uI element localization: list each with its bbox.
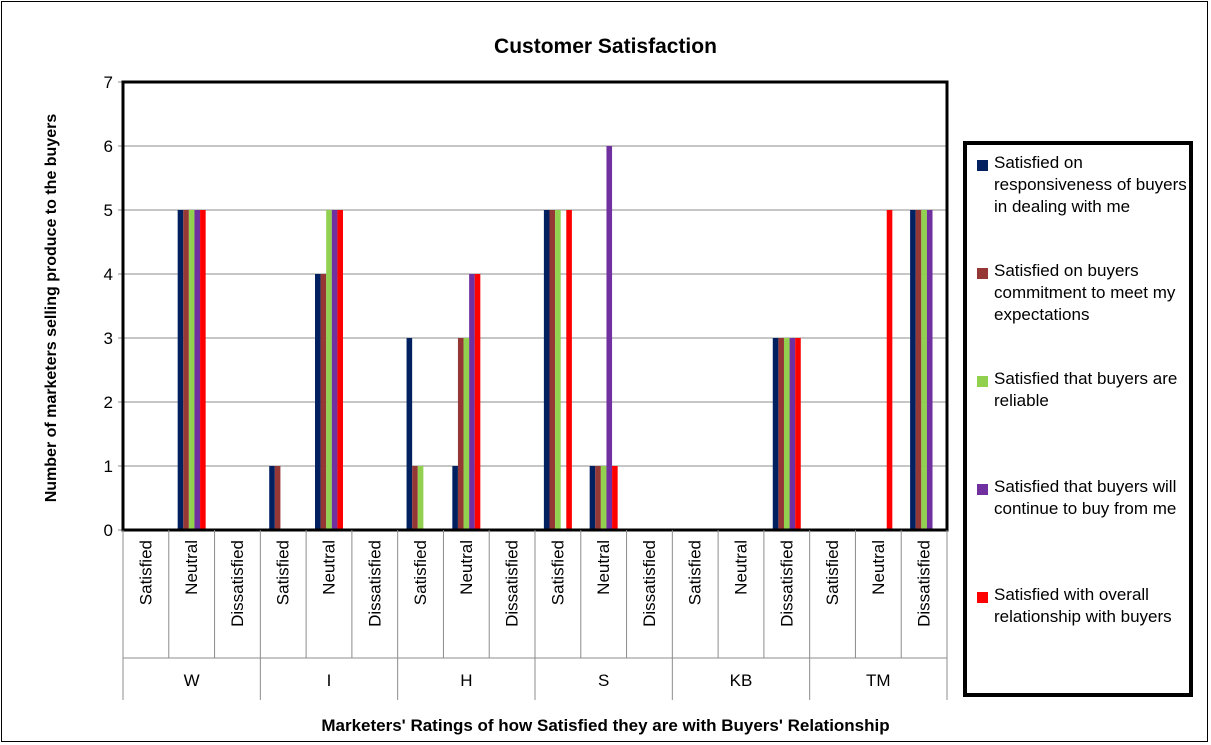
x-tick-label: Neutral xyxy=(320,540,339,595)
y-tick-label: 2 xyxy=(104,393,113,412)
legend-label: Satisfied with overall relationship with… xyxy=(994,585,1172,626)
bar xyxy=(194,210,201,530)
bar xyxy=(457,338,464,530)
x-tick-label: Satisfied xyxy=(274,540,293,605)
y-tick-label: 1 xyxy=(104,457,113,476)
bar xyxy=(921,210,927,530)
x-tick-label: Dissatisfied xyxy=(777,540,796,627)
bar xyxy=(331,210,338,530)
y-tick-label: 7 xyxy=(104,73,113,92)
x-tick-label: Dissatisfied xyxy=(503,540,522,627)
bar xyxy=(417,466,424,530)
y-tick-label: 4 xyxy=(104,265,113,284)
bar xyxy=(772,338,779,530)
bar xyxy=(412,466,418,530)
legend-label: Satisfied that buyers are reliable xyxy=(994,369,1178,410)
chart-legend: Satisfied on responsiveness of buyers in… xyxy=(963,141,1193,697)
bar xyxy=(886,210,893,530)
x-group-label: W xyxy=(184,671,200,690)
x-axis-title: Marketers' Ratings of how Satisfied they… xyxy=(321,716,890,735)
x-tick-label: Neutral xyxy=(732,540,751,595)
bar xyxy=(555,210,561,530)
bar xyxy=(469,274,475,530)
legend-swatch xyxy=(977,484,988,495)
x-group-label: I xyxy=(327,671,332,690)
bar xyxy=(200,210,206,530)
bar xyxy=(320,274,327,530)
x-tick-label: Neutral xyxy=(182,540,201,595)
legend-label: Satisfied on responsiveness of buyers in… xyxy=(994,153,1187,216)
legend-label: Satisfied on buyers commitment to meet m… xyxy=(994,261,1176,324)
bar xyxy=(474,274,481,530)
legend-swatch xyxy=(977,592,988,603)
bar xyxy=(589,466,596,530)
legend-swatch xyxy=(977,160,988,171)
legend-label: Satisfied that buyers will continue to b… xyxy=(994,477,1177,518)
legend-swatch xyxy=(977,376,988,387)
bar xyxy=(177,210,184,530)
bar xyxy=(406,338,413,530)
bar xyxy=(595,466,601,530)
bar xyxy=(778,338,784,530)
bar xyxy=(783,338,790,530)
x-tick-label: Dissatisfied xyxy=(915,540,934,627)
bar xyxy=(789,338,796,530)
x-tick-label: Neutral xyxy=(594,540,613,595)
bar xyxy=(915,210,922,530)
bar xyxy=(549,210,556,530)
x-tick-label: Satisfied xyxy=(548,540,567,605)
bar xyxy=(452,466,458,530)
x-group-label: S xyxy=(598,671,609,690)
bar xyxy=(269,466,275,530)
y-tick-label: 5 xyxy=(104,201,113,220)
x-tick-label: Dissatisfied xyxy=(365,540,384,627)
plot-area-border xyxy=(121,80,949,532)
bar xyxy=(183,210,189,530)
bar xyxy=(606,146,613,530)
bar xyxy=(274,466,281,530)
y-tick-label: 6 xyxy=(104,137,113,156)
chart-title: Customer Satisfaction xyxy=(494,35,717,58)
y-tick-label: 0 xyxy=(104,521,113,540)
x-tick-label: Neutral xyxy=(869,540,888,595)
y-tick-label: 3 xyxy=(104,329,113,348)
bar xyxy=(188,210,195,530)
bar xyxy=(315,274,321,530)
x-group-label: H xyxy=(460,671,472,690)
legend-swatch xyxy=(977,268,988,279)
x-tick-label: Satisfied xyxy=(686,540,705,605)
bar xyxy=(926,210,933,530)
x-tick-label: Dissatisfied xyxy=(640,540,659,627)
x-tick-label: Satisfied xyxy=(136,540,155,605)
bar xyxy=(795,338,801,530)
bar xyxy=(910,210,916,530)
x-group-label: KB xyxy=(730,671,753,690)
x-tick-label: Neutral xyxy=(457,540,476,595)
bar xyxy=(326,210,332,530)
x-tick-label: Satisfied xyxy=(823,540,842,605)
bar xyxy=(543,210,550,530)
x-tick-label: Dissatisfied xyxy=(228,540,247,627)
bar xyxy=(566,210,572,530)
x-group-label: TM xyxy=(866,671,891,690)
bar xyxy=(612,466,618,530)
bar xyxy=(337,210,343,530)
x-tick-label: Satisfied xyxy=(411,540,430,605)
bar xyxy=(463,338,470,530)
bar xyxy=(600,466,607,530)
